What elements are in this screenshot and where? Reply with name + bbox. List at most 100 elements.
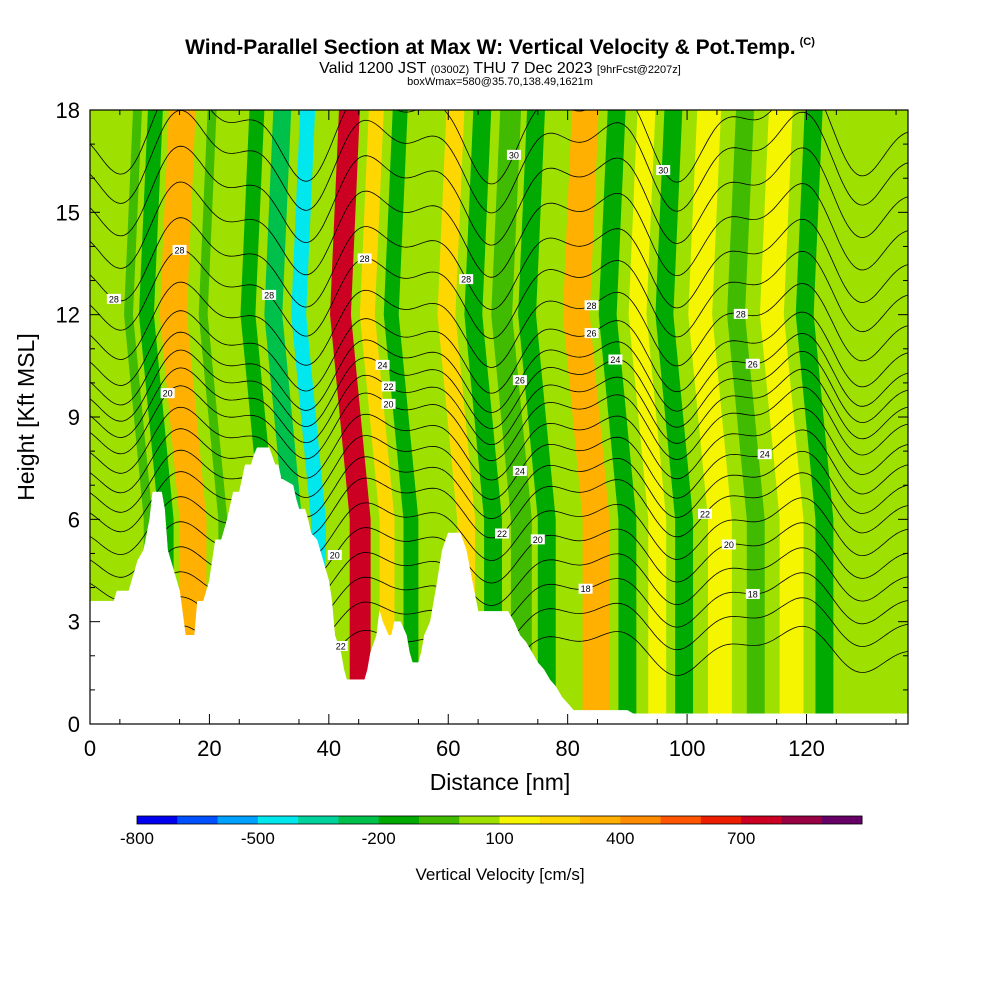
theta-contour [90, 217, 908, 310]
contour-label-box [745, 588, 760, 599]
colorbar-swatch [217, 816, 259, 824]
velocity-band [688, 110, 732, 724]
contour-label-box [584, 328, 599, 339]
velocity-band [330, 110, 371, 724]
contour-label: 28 [360, 254, 370, 264]
x-tick-label: 40 [317, 736, 341, 761]
x-tick-label: 120 [788, 736, 825, 761]
colorbar-tick-label: 100 [485, 829, 513, 848]
x-tick-label: 0 [84, 736, 96, 761]
colorbar-swatch [338, 816, 380, 824]
theta-contour [90, 281, 908, 368]
colorbar-swatch [177, 816, 219, 824]
theta-contour [90, 331, 908, 413]
velocity-band [795, 110, 834, 724]
contour-label-box [357, 253, 372, 264]
chart-subtitle: Valid 1200 JST (0300Z) THU 7 Dec 2023 [9… [0, 60, 1000, 78]
contour-label: 30 [658, 166, 668, 176]
contour-label-box [506, 149, 521, 160]
contour-label-box [721, 539, 736, 550]
y-axis-title: Height [Kft MSL] [13, 333, 39, 500]
contour-label-box [656, 165, 671, 176]
contour-label-box [262, 289, 277, 300]
colorbar-swatch [741, 816, 782, 824]
contour-label-box [608, 354, 623, 365]
velocity-band [491, 110, 532, 724]
contour-label: 20 [533, 535, 543, 545]
contour-label-box [578, 583, 593, 594]
contour-label-box [381, 381, 396, 392]
colorbar-swatch [298, 816, 339, 824]
contour-label: 24 [610, 355, 620, 365]
contour-label-box [512, 465, 527, 476]
velocity-band [383, 110, 419, 724]
contour-label: 28 [587, 301, 597, 311]
colorbar-tick-label: 700 [727, 829, 755, 848]
chart-title: Wind-Parallel Section at Max W: Vertical… [0, 36, 1000, 60]
y-tick-label: 3 [68, 610, 80, 635]
contour-label-box [745, 358, 760, 369]
velocity-band [464, 110, 502, 724]
colorbar-tick-label: -500 [241, 829, 275, 848]
velocity-band [159, 110, 207, 724]
theta-contour [90, 367, 908, 445]
forecast-label: [9hrFcst@2207z] [596, 64, 681, 76]
valid-date-label: THU 7 Dec 2023 [473, 60, 593, 77]
contour-label-box [375, 359, 390, 370]
theta-contour [90, 310, 908, 394]
contour-label: 26 [587, 329, 597, 339]
contour-label-box [757, 449, 772, 460]
terrain-polygon [89, 447, 909, 725]
theta-contour [90, 449, 908, 519]
colorbar-tick-label: -200 [362, 829, 396, 848]
axes: 0 20 40 60 80 100 120 0 3 6 9 12 15 18 [56, 98, 908, 761]
y-tick-label: 15 [56, 200, 80, 225]
velocity-band [655, 110, 694, 724]
contour-label: 20 [330, 550, 340, 560]
velocity-band [90, 110, 135, 724]
contour-label: 22 [336, 642, 346, 652]
contour-label-box [381, 398, 396, 409]
colorbar-swatch [137, 816, 178, 824]
contour-label: 24 [378, 360, 388, 370]
contour-label: 22 [497, 529, 507, 539]
colorbar-swatch [781, 816, 823, 824]
box-info-label: boxWmax=580@35.70,138.49,1621m [407, 76, 593, 88]
colorbar-swatch [418, 816, 460, 824]
terrain-mask [89, 447, 909, 725]
colorbar-tick-label: 400 [606, 829, 634, 848]
theta-contour [90, 385, 908, 462]
contour-label-box [459, 274, 474, 285]
valid-utc-label: (0300Z) [430, 64, 470, 76]
colorbar: -800 -500 -200 100 400 700 [120, 815, 863, 848]
colorbar-swatch [700, 816, 742, 824]
velocity-band [562, 110, 610, 724]
contour-label-box [333, 641, 348, 652]
contour-label-box [512, 375, 527, 386]
theta-contour [90, 406, 908, 481]
contour-label-box [494, 528, 509, 539]
contour-label: 24 [760, 450, 770, 460]
colorbar-swatch [459, 816, 500, 824]
contour-label: 28 [175, 245, 185, 255]
x-tick-label: 100 [669, 736, 706, 761]
colorbar-title: Vertical Velocity [cm/s] [415, 865, 584, 884]
contour-label: 18 [581, 584, 591, 594]
colorbar-swatch [499, 816, 541, 824]
velocity-band [759, 110, 804, 724]
contour-labels: 22 18 18 20 20 20 22 22 24 24 20 20 22 24 24 26 26 26 28 28… [106, 149, 772, 652]
contour-label-box [697, 508, 712, 519]
colorbar-swatch [378, 816, 420, 824]
colorbar-swatch [660, 816, 702, 824]
colorbar-swatch [257, 816, 299, 824]
chart-title-main: Wind-Parallel Section at Max W: Vertical… [185, 36, 796, 59]
y-tick-label: 9 [68, 405, 80, 430]
theta-contour [90, 110, 908, 214]
contour-label: 22 [384, 382, 394, 392]
valid-time-label: Valid 1200 JST [319, 60, 427, 77]
contour-label: 22 [700, 509, 710, 519]
copyright-mark: (C) [799, 36, 815, 48]
theta-contour [90, 181, 908, 278]
contour-label-box [584, 300, 599, 311]
